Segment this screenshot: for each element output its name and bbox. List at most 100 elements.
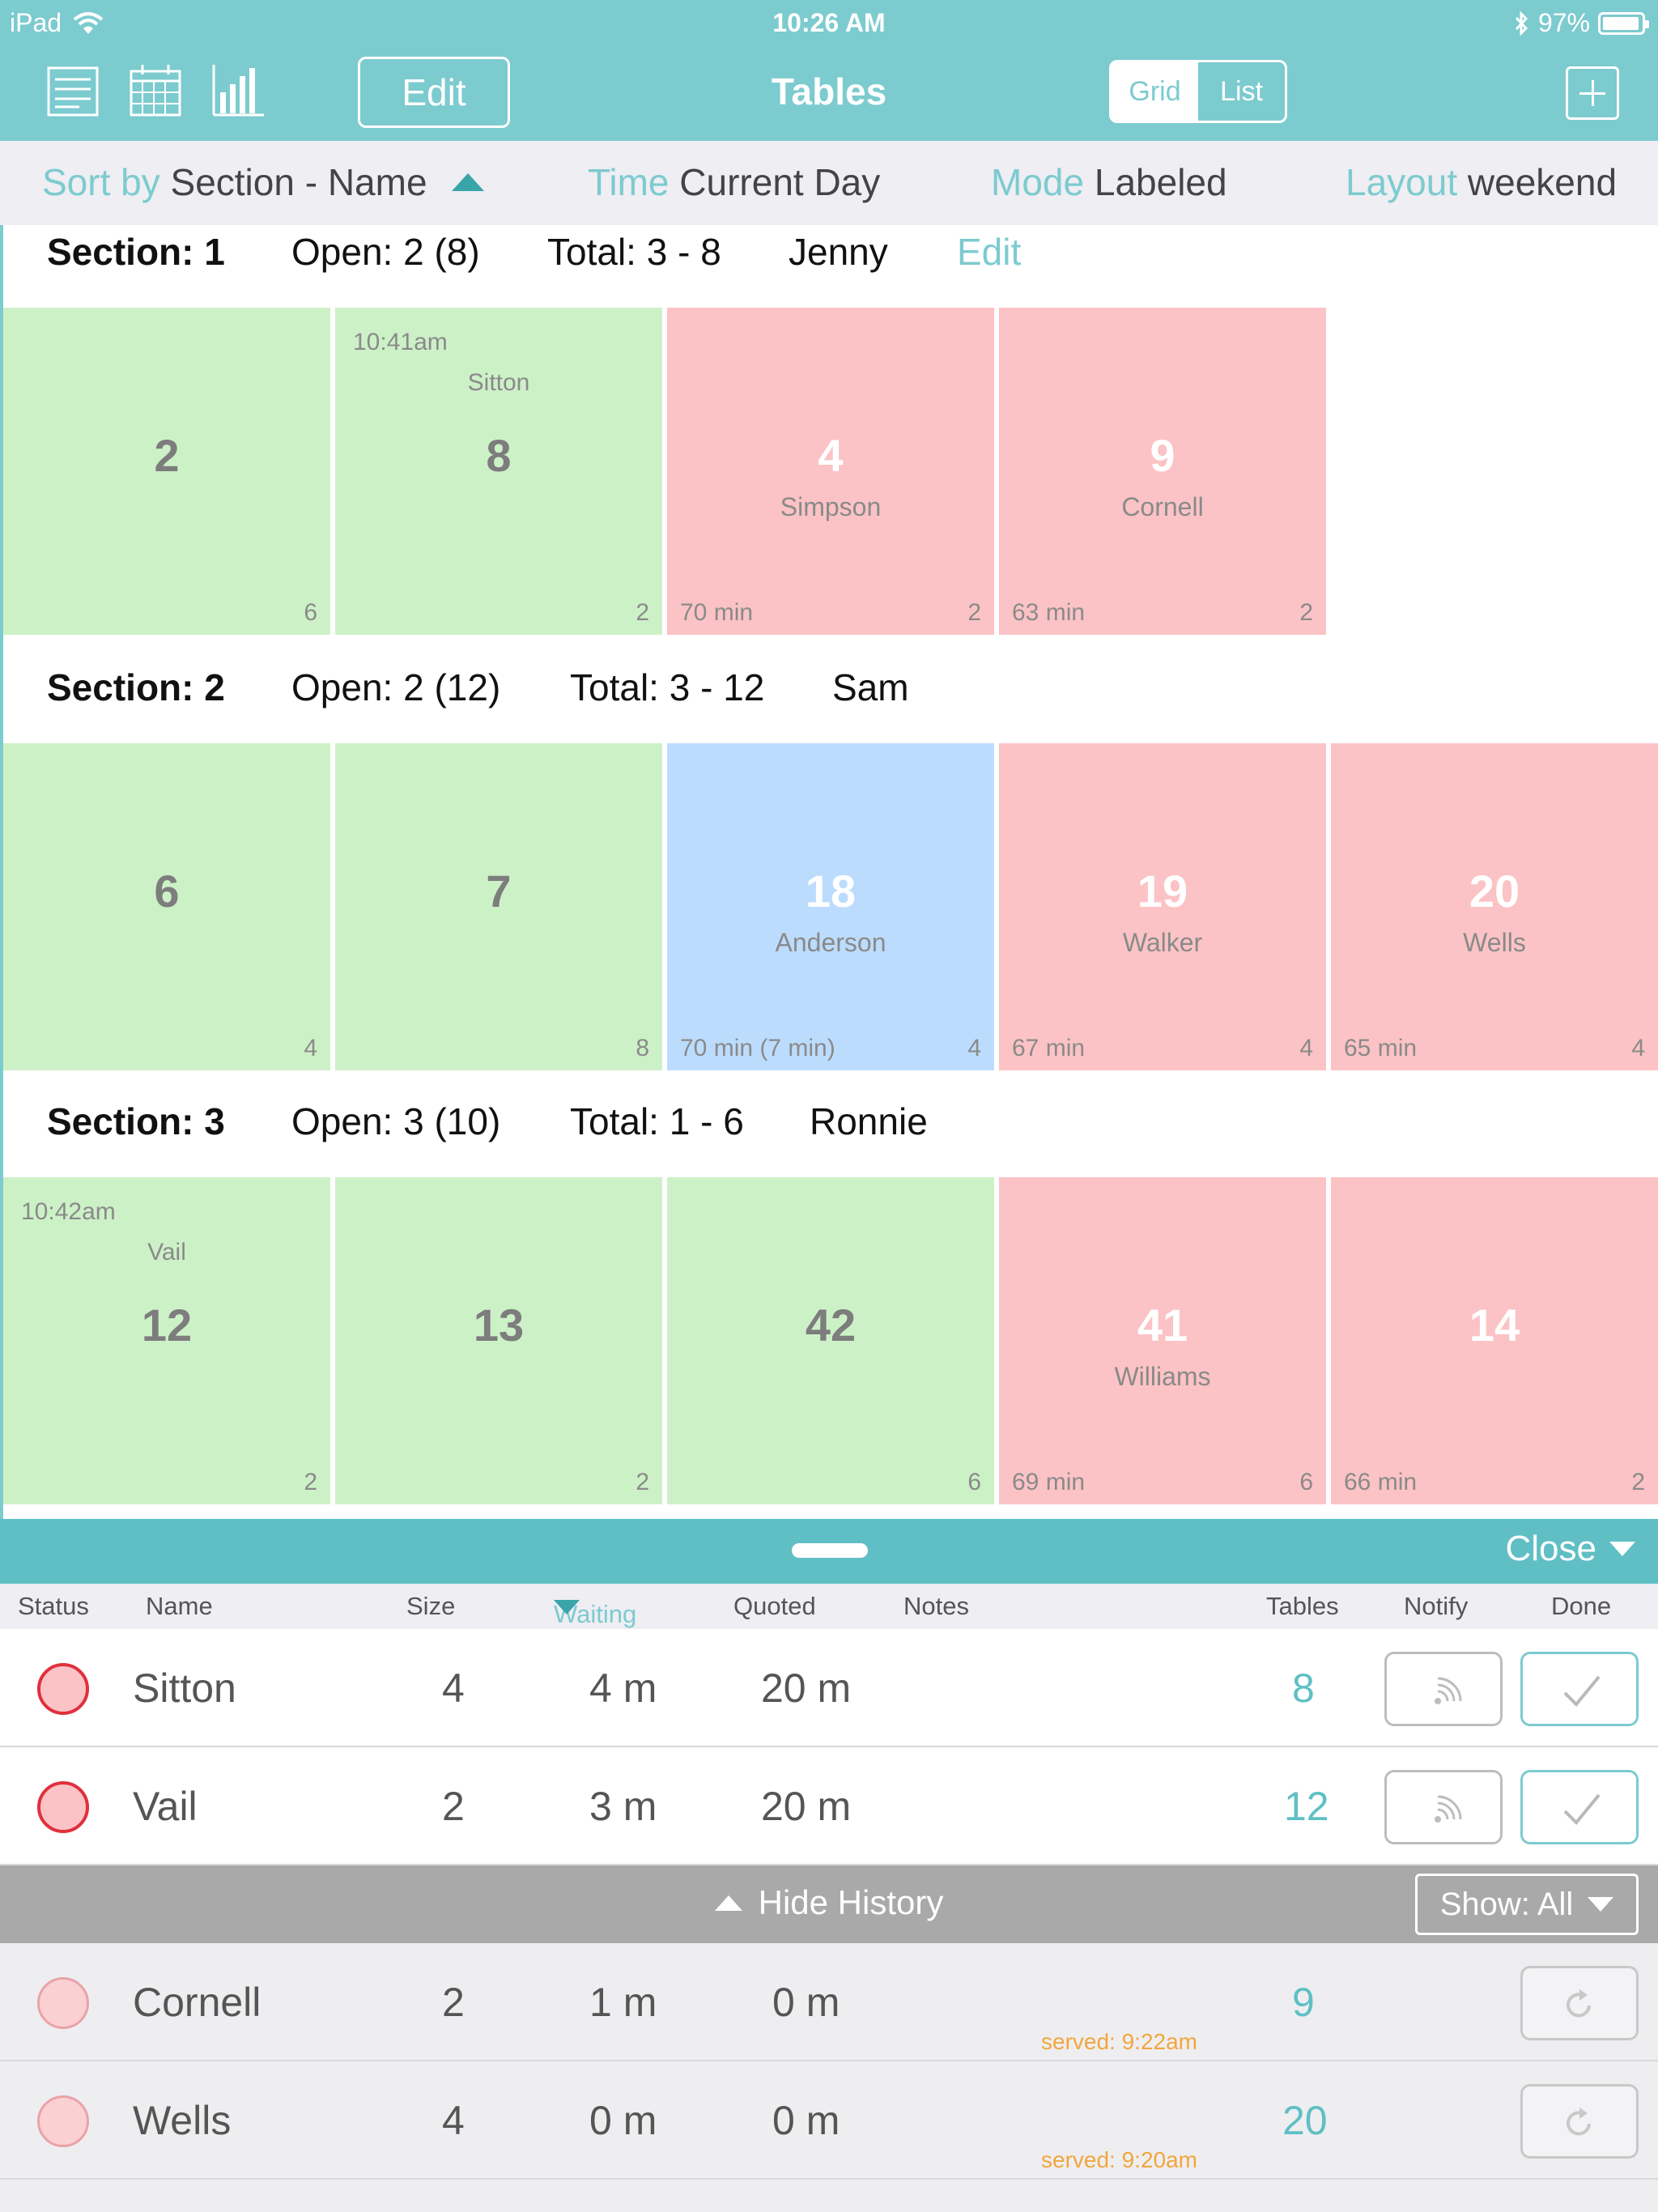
- table-tile[interactable]: 10:41am Sitton 8 2: [335, 308, 662, 635]
- close-button[interactable]: Close: [1505, 1529, 1635, 1569]
- history-bar: Hide History Show: All: [0, 1865, 1658, 1943]
- table-tile[interactable]: 6 4: [3, 743, 330, 1070]
- party-size: 2: [442, 1980, 465, 2025]
- table-capacity: 2: [967, 599, 981, 626]
- table-tile[interactable]: 4 Simpson 70 min 2: [667, 308, 994, 635]
- table-tile[interactable]: 2 6: [3, 308, 330, 635]
- waiting-time: 4 m: [589, 1665, 657, 1711]
- edit-button[interactable]: Edit: [358, 57, 510, 128]
- section-open: Open: 2 (12): [291, 666, 501, 708]
- table-tile[interactable]: 41 Williams 69 min 6: [999, 1177, 1326, 1504]
- table-number: 8: [486, 430, 512, 481]
- waitlist-row[interactable]: Vail 2 3 m 20 m 12: [0, 1747, 1658, 1865]
- table-number: 42: [805, 1300, 857, 1351]
- add-icon[interactable]: [1566, 66, 1619, 120]
- col-size[interactable]: Size: [406, 1592, 456, 1620]
- notify-button[interactable]: [1384, 1652, 1503, 1726]
- close-label: Close: [1505, 1529, 1597, 1568]
- table-capacity: 4: [967, 1035, 981, 1061]
- reservation-name: Vail: [147, 1239, 186, 1266]
- section-server: Sam: [832, 666, 909, 708]
- served-time: served: 9:20am: [1041, 2147, 1197, 2172]
- sort-key: Sort by: [42, 161, 160, 203]
- assigned-table[interactable]: 9: [1292, 1980, 1315, 2025]
- battery-icon: [1598, 11, 1649, 35]
- col-status[interactable]: Status: [18, 1592, 89, 1620]
- party-size: 4: [442, 1665, 465, 1711]
- sort-value: Section - Name: [170, 161, 427, 203]
- assigned-table[interactable]: 20: [1282, 2098, 1328, 2143]
- section-total: Total: 3 - 8: [547, 231, 721, 273]
- col-tables[interactable]: Tables: [1266, 1592, 1339, 1620]
- refresh-icon: [1567, 2108, 1591, 2136]
- reservation-time: 10:41am: [353, 329, 448, 355]
- undo-button[interactable]: [1520, 1966, 1639, 2040]
- party-size: 2: [442, 1784, 465, 1829]
- time-filter[interactable]: Time Current Day: [588, 160, 880, 204]
- assigned-table[interactable]: 8: [1292, 1665, 1315, 1711]
- notify-button[interactable]: [1384, 1770, 1503, 1844]
- history-row[interactable]: Cornell 2 1 m 0 m served: 9:22am 9: [0, 1943, 1658, 2061]
- status-dot: [37, 1663, 89, 1715]
- layout-key: Layout: [1346, 161, 1458, 203]
- layout-filter[interactable]: Layout weekend: [1346, 160, 1617, 204]
- col-notify[interactable]: Notify: [1404, 1592, 1469, 1620]
- assigned-table[interactable]: 12: [1284, 1784, 1329, 1829]
- calendar-icon[interactable]: [126, 62, 185, 120]
- battery-percent: 97%: [1537, 8, 1590, 37]
- carrier: iPad: [10, 8, 104, 38]
- chevron-up-icon: [714, 1895, 742, 1911]
- show-filter-dropdown[interactable]: Show: All: [1415, 1874, 1639, 1935]
- table-tile[interactable]: 14 66 min 2: [1331, 1177, 1658, 1504]
- done-button[interactable]: [1520, 1770, 1639, 1844]
- table-tile[interactable]: 18 Anderson 70 min (7 min) 4: [667, 743, 994, 1070]
- history-row[interactable]: [0, 2180, 1658, 2212]
- table-tile[interactable]: 7 8: [335, 743, 662, 1070]
- sort-filter[interactable]: Sort by Section - Name: [42, 160, 485, 204]
- section-total: Total: 3 - 12: [570, 666, 765, 708]
- col-notes[interactable]: Notes: [903, 1592, 969, 1620]
- segment-list[interactable]: List: [1220, 75, 1263, 107]
- section-server: Jenny: [789, 231, 888, 273]
- chevron-down-icon: [1609, 1542, 1635, 1556]
- table-tile[interactable]: 9 Cornell 63 min 2: [999, 308, 1326, 635]
- waitlist-icon[interactable]: [44, 62, 102, 120]
- table-capacity: 6: [967, 1469, 981, 1495]
- drag-handle[interactable]: [792, 1543, 868, 1558]
- waitlist-row[interactable]: Sitton 4 4 m 20 m 8: [0, 1629, 1658, 1747]
- table-tile[interactable]: 42 6: [667, 1177, 994, 1504]
- table-tile[interactable]: 20 Wells 65 min 4: [1331, 743, 1658, 1070]
- waiting-time: 0 m: [589, 2098, 657, 2143]
- mode-key: Mode: [991, 161, 1085, 203]
- col-quoted[interactable]: Quoted: [733, 1592, 816, 1620]
- history-row[interactable]: Wells 4 0 m 0 m served: 9:20am 20: [0, 2061, 1658, 2180]
- seated-duration: 70 min: [680, 599, 754, 626]
- section-edit-link[interactable]: Edit: [957, 231, 1022, 273]
- table-number: 20: [1469, 866, 1520, 917]
- table-tile[interactable]: 10:42am Vail 12 2: [3, 1177, 330, 1504]
- notify-icon: [1435, 1677, 1462, 1704]
- table-tile[interactable]: 13 2: [335, 1177, 662, 1504]
- col-done[interactable]: Done: [1551, 1592, 1612, 1620]
- section-open: Open: 3 (10): [291, 1100, 501, 1142]
- checkmark-icon: [1563, 1793, 1601, 1825]
- bar-chart-icon[interactable]: [209, 62, 267, 120]
- undo-button[interactable]: [1520, 2084, 1639, 2159]
- table-tile[interactable]: 19 Walker 67 min 4: [999, 743, 1326, 1070]
- party-name: Wells: [1463, 928, 1526, 957]
- hide-history-toggle[interactable]: Hide History: [0, 1883, 1658, 1922]
- table-capacity: 4: [1299, 1035, 1313, 1061]
- col-name[interactable]: Name: [146, 1592, 213, 1620]
- done-button[interactable]: [1520, 1652, 1639, 1726]
- wifi-icon: [73, 11, 104, 34]
- section-title: Section: 1: [47, 231, 225, 273]
- party-name: Cornell: [1121, 492, 1204, 521]
- table-capacity: 8: [636, 1035, 649, 1061]
- segment-grid[interactable]: Grid: [1112, 62, 1198, 121]
- table-number: 14: [1469, 1300, 1520, 1351]
- hide-history-label: Hide History: [758, 1883, 944, 1921]
- seated-duration: 65 min: [1344, 1035, 1418, 1061]
- mode-filter[interactable]: Mode Labeled: [991, 160, 1227, 204]
- seated-duration: 70 min (7 min): [680, 1035, 835, 1061]
- table-number: 12: [141, 1300, 193, 1351]
